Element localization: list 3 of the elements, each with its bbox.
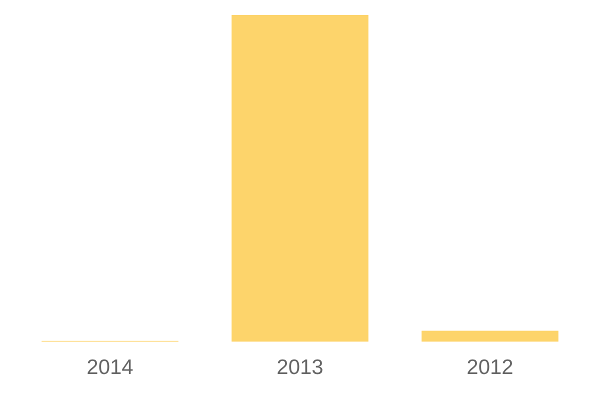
x-tick-label: 2013 <box>276 356 324 380</box>
x-tick-label: 2014 <box>86 356 134 380</box>
x-tick-label: 2012 <box>466 356 514 380</box>
